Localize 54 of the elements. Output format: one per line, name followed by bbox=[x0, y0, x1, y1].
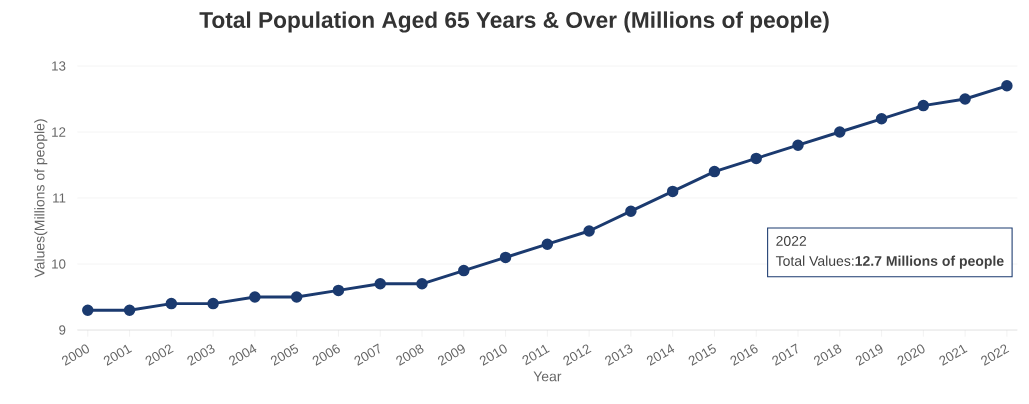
x-tick-label: 2021 bbox=[939, 344, 968, 366]
x-tick-label: 2013 bbox=[605, 344, 633, 366]
point bbox=[708, 165, 721, 178]
x-axis-title: Year bbox=[533, 371, 562, 382]
point bbox=[458, 264, 470, 277]
y-axis-title: Values(Millions of people) bbox=[34, 119, 48, 278]
x-tick-label: 2009 bbox=[437, 344, 465, 366]
point bbox=[207, 297, 219, 310]
point bbox=[583, 225, 595, 237]
point bbox=[541, 238, 554, 250]
x-tick-label: 2006 bbox=[312, 344, 340, 366]
point bbox=[290, 291, 303, 303]
x-tick-label: 2018 bbox=[813, 344, 842, 366]
point bbox=[792, 139, 804, 151]
point bbox=[82, 304, 94, 316]
x-tick-label: 2015 bbox=[688, 343, 716, 366]
y-tick-label: 9 bbox=[59, 325, 66, 335]
point bbox=[249, 291, 261, 303]
chart-title: Total Population Aged 65 Years & Over (Millions of people) bbox=[199, 11, 829, 33]
x-tick-label: 2022 bbox=[981, 344, 1010, 366]
x-tick-label: 2010 bbox=[479, 344, 507, 366]
annotation: Total Values:12.7 Millions of people bbox=[775, 255, 1004, 269]
point bbox=[165, 297, 178, 310]
point bbox=[416, 278, 428, 290]
point bbox=[917, 99, 930, 112]
point bbox=[750, 152, 762, 165]
point bbox=[625, 205, 637, 217]
x-tick-label: 2003 bbox=[187, 344, 215, 366]
point bbox=[374, 278, 386, 290]
x-tick-label: 2012 bbox=[563, 344, 592, 366]
x-tick-label: 2020 bbox=[897, 344, 925, 366]
point bbox=[834, 126, 846, 138]
x-tick-label: 2014 bbox=[646, 344, 675, 366]
x-tick-label: 2000 bbox=[61, 344, 90, 366]
x-tick-label: 2008 bbox=[396, 344, 424, 366]
x-tick-label: 2019 bbox=[855, 344, 883, 366]
annotation: 2022 bbox=[776, 236, 807, 246]
point bbox=[959, 93, 971, 105]
y-tick-label: 12 bbox=[52, 127, 66, 137]
x-tick-label: 2002 bbox=[145, 344, 174, 366]
point bbox=[875, 113, 888, 125]
x-tick-label: 2016 bbox=[730, 344, 758, 366]
x-tick-label: 2011 bbox=[522, 344, 550, 366]
point bbox=[332, 284, 345, 297]
point bbox=[1001, 80, 1013, 92]
x-tick-label: 2005 bbox=[270, 343, 299, 366]
x-tick-label: 2001 bbox=[103, 344, 132, 366]
x-tick-label: 2004 bbox=[229, 344, 257, 366]
point bbox=[123, 304, 136, 316]
y-tick-label: 13 bbox=[52, 61, 66, 71]
y-tick-label: 11 bbox=[53, 193, 66, 203]
point bbox=[666, 185, 679, 198]
y-tick-label: 10 bbox=[52, 259, 66, 269]
point bbox=[499, 251, 512, 264]
